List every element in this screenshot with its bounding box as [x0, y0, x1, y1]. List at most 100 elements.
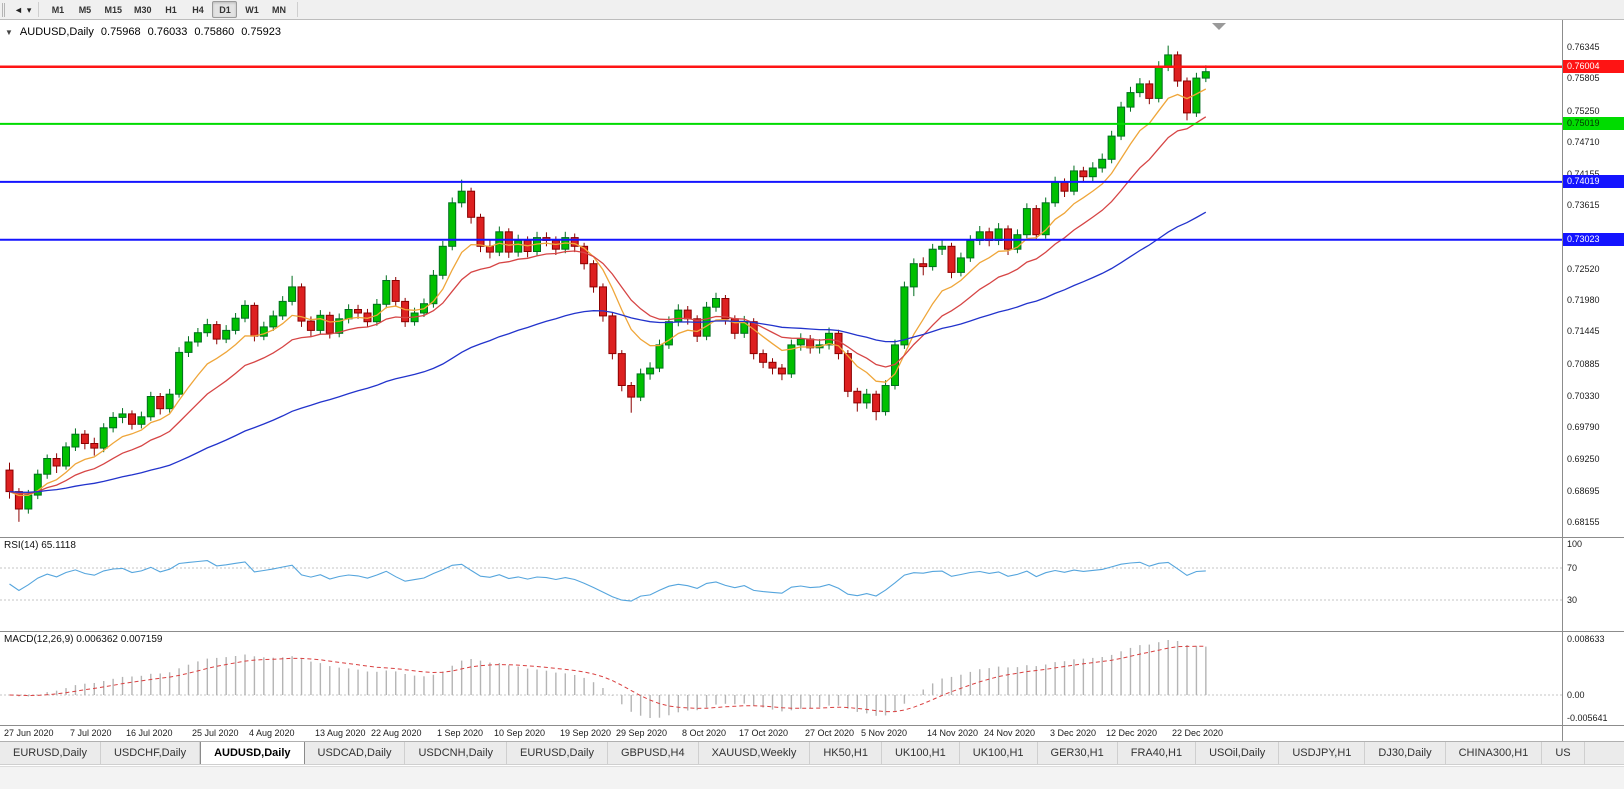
chart-tab-audusd-daily[interactable]: AUDUSD,Daily — [200, 742, 305, 764]
chart-tab-usdchf-daily[interactable]: USDCHF,Daily — [101, 742, 201, 764]
chart-tab-usdcad-daily[interactable]: USDCAD,Daily — [305, 742, 406, 764]
timeframe-button-h4[interactable]: H4 — [185, 1, 210, 18]
chart-tab-fra40-h1[interactable]: FRA40,H1 — [1118, 742, 1197, 764]
price-tick: 0.70330 — [1567, 391, 1600, 401]
chart-tab-bar: EURUSD,Daily USDCHF,Daily AUDUSD,Daily USDC… — [0, 741, 1624, 765]
time-label: 25 Jul 2020 — [192, 728, 239, 738]
time-label: 13 Aug 2020 — [315, 728, 366, 738]
price-line-tag: 0.74019 — [1563, 175, 1624, 188]
price-line-tag: 0.76004 — [1563, 60, 1624, 73]
chart-window: 0.76345 0.75805 0.75250 0.74710 0.74155 0.736… — [0, 20, 1624, 741]
main-chart-panel: 0.76345 0.75805 0.75250 0.74710 0.74155 0.736… — [0, 20, 1624, 538]
price-tick: 0.76345 — [1567, 42, 1600, 52]
macd-label: MACD(12,26,9) 0.006362 0.007159 — [4, 634, 163, 645]
chart-tab-china300-h1[interactable]: CHINA300,H1 — [1446, 742, 1543, 764]
price-tick: 0.75250 — [1567, 106, 1600, 116]
rsi-canvas[interactable] — [0, 538, 1562, 631]
time-label: 8 Oct 2020 — [682, 728, 727, 738]
time-label: 1 Sep 2020 — [437, 728, 484, 738]
time-label: 27 Oct 2020 — [805, 728, 855, 738]
timeframe-button-h1[interactable]: H1 — [158, 1, 183, 18]
chart-ohlc-header: ▼ AUDUSD,Daily 0.75968 0.76033 0.75860 0… — [5, 26, 288, 38]
chart-tab-dj30-daily[interactable]: DJ30,Daily — [1365, 742, 1446, 764]
rsi-scale-label: 70 — [1567, 563, 1578, 573]
time-label: 10 Sep 2020 — [494, 728, 546, 738]
chart-tab-eurusd-daily[interactable]: EURUSD,Daily — [0, 742, 101, 764]
timeframe-button-w1[interactable]: W1 — [239, 1, 264, 18]
toolbar: ◄ ▾ M1 M5 M15 M30 H1 H4 D1 W1 MN — [0, 0, 1624, 20]
timeframe-button-m1[interactable]: M1 — [45, 1, 70, 18]
price-axis[interactable]: 0.76345 0.75805 0.75250 0.74710 0.74155 0.736… — [1563, 20, 1624, 537]
status-bar — [0, 766, 1624, 789]
timeframe-button-m15[interactable]: M15 — [99, 1, 127, 18]
time-label: 29 Sep 2020 — [616, 728, 668, 738]
chart-tab-usdjpy-h1[interactable]: USDJPY,H1 — [1279, 742, 1366, 764]
price-tick: 0.74155 — [1567, 169, 1600, 179]
chart-tab-usdcnh-daily[interactable]: USDCNH,Daily — [405, 742, 508, 764]
rsi-scale-axis: 100 70 30 — [1563, 538, 1624, 631]
ohlc-low: 0.75860 — [194, 26, 235, 38]
price-chart-canvas[interactable] — [0, 20, 1562, 537]
ma-mid-red — [9, 116, 1207, 495]
time-label: 27 Jun 2020 — [4, 728, 54, 738]
candlestick-series — [5, 45, 1210, 522]
chart-tab-usoil-daily[interactable]: USOil,Daily — [1196, 742, 1280, 764]
chart-tab-xauusd-weekly[interactable]: XAUUSD,Weekly — [699, 742, 811, 764]
macd-histogram — [18, 640, 1207, 718]
chart-cursor-icon[interactable]: ◄ — [14, 4, 23, 15]
time-label: 5 Nov 2020 — [861, 728, 908, 738]
timeframe-button-m30[interactable]: M30 — [129, 1, 157, 18]
chart-tab-eurusd-daily[interactable]: EURUSD,Daily — [507, 742, 608, 764]
macd-signal-line — [9, 645, 1206, 713]
macd-canvas[interactable] — [0, 632, 1562, 725]
chart-tab-uk100-h1[interactable]: UK100,H1 — [882, 742, 960, 764]
ma-fast-orange — [9, 88, 1207, 497]
timeframe-button-m5[interactable]: M5 — [72, 1, 97, 18]
price-tick: 0.71445 — [1567, 326, 1600, 336]
price-line-tag: 0.75019 — [1563, 117, 1624, 130]
toolbar-grip[interactable] — [2, 2, 8, 17]
macd-scale-label: 0.008633 — [1567, 634, 1605, 644]
dropdown-caret-icon[interactable]: ▾ — [26, 4, 32, 15]
time-label: 3 Dec 2020 — [1050, 728, 1097, 738]
price-tick: 0.70885 — [1567, 359, 1600, 369]
macd-scale-label: 0.00 — [1567, 690, 1585, 700]
time-label: 12 Dec 2020 — [1106, 728, 1158, 738]
macd-indicator-panel: 0.008633 0.00 -0.005641 MACD(12,26,9) 0.00… — [0, 632, 1624, 726]
time-label: 17 Oct 2020 — [739, 728, 789, 738]
chart-tab-hk50-h1[interactable]: HK50,H1 — [810, 742, 882, 764]
time-label: 4 Aug 2020 — [249, 728, 295, 738]
price-tick: 0.69250 — [1567, 454, 1600, 464]
price-tick: 0.75805 — [1567, 73, 1600, 83]
rsi-scale-label: 100 — [1567, 539, 1583, 549]
rsi-scale-label: 30 — [1567, 595, 1578, 605]
price-tick: 0.68155 — [1567, 517, 1600, 527]
timeframe-button-d1[interactable]: D1 — [212, 1, 238, 18]
toolbar-separator — [297, 2, 299, 17]
time-label: 22 Dec 2020 — [1172, 728, 1224, 738]
chart-shift-marker[interactable] — [1212, 23, 1226, 30]
ohlc-close: 0.75923 — [241, 26, 281, 38]
price-tick: 0.71980 — [1567, 295, 1600, 305]
axis-separator-line — [1562, 20, 1563, 741]
chart-tab-uk100-h1[interactable]: UK100,H1 — [960, 742, 1038, 764]
time-label: 14 Nov 2020 — [927, 728, 979, 738]
time-label: 24 Nov 2020 — [984, 728, 1036, 738]
chart-symbol: AUDUSD,Daily — [19, 26, 94, 38]
timeframe-button-mn[interactable]: MN — [266, 1, 291, 18]
macd-scale-axis: 0.008633 0.00 -0.005641 — [1563, 632, 1624, 725]
time-label: 22 Aug 2020 — [371, 728, 422, 738]
chart-tab-gbpusd-h4[interactable]: GBPUSD,H4 — [608, 742, 699, 764]
chart-tab-us[interactable]: US — [1542, 742, 1585, 764]
price-tick: 0.72520 — [1567, 264, 1600, 274]
ohlc-high: 0.76033 — [147, 26, 188, 38]
price-tick: 0.68695 — [1567, 486, 1600, 496]
time-label: 19 Sep 2020 — [560, 728, 612, 738]
chart-tab-ger30-h1[interactable]: GER30,H1 — [1038, 742, 1118, 764]
chart-menu-icon[interactable]: ▼ — [5, 27, 13, 37]
time-label: 7 Jul 2020 — [70, 728, 112, 738]
ohlc-open: 0.75968 — [100, 26, 141, 38]
time-axis: 27 Jun 2020 7 Jul 2020 16 Jul 2020 25 Jul 2… — [0, 726, 1624, 741]
price-tick: 0.73615 — [1567, 200, 1600, 210]
timeframe-button-group: M1 M5 M15 M30 H1 H4 D1 W1 MN — [44, 0, 292, 19]
